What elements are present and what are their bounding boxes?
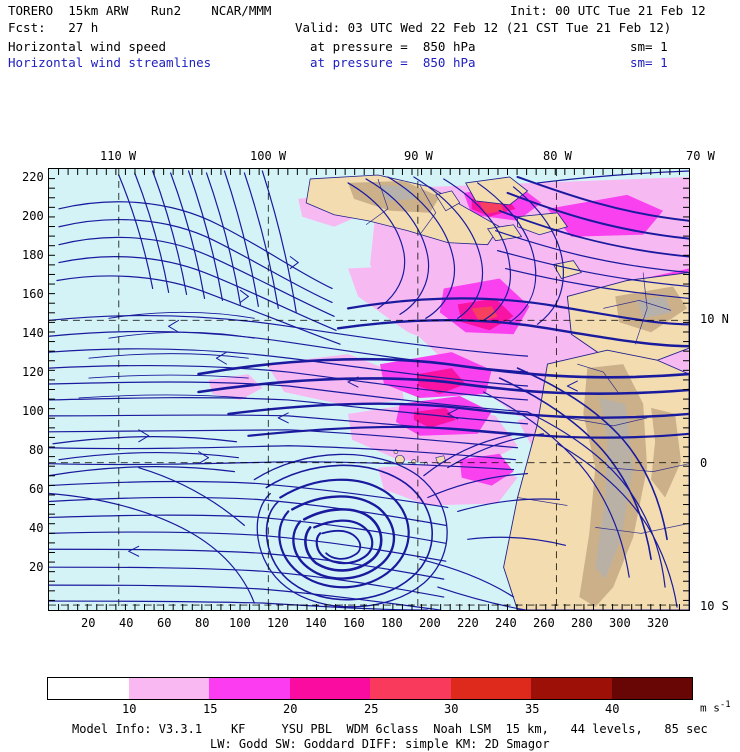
x-tick-300: 300 [609, 616, 631, 630]
model-info-line2: LW: Godd SW: Goddard DIFF: simple KM: 2D… [210, 737, 550, 751]
x-tick-40: 40 [119, 616, 134, 630]
map-plot-container: 110 W 100 W 90 W 80 W 70 W 10 N 0 10 S 2… [0, 145, 740, 630]
colorbar-tick-15: 15 [203, 702, 218, 716]
lat-label-10n: 10 N [700, 312, 729, 326]
y-tick-80: 80 [29, 443, 44, 457]
x-tick-20: 20 [81, 616, 96, 630]
colorbar-tick-40: 40 [605, 702, 620, 716]
x-tick-200: 200 [419, 616, 441, 630]
x-tick-160: 160 [343, 616, 365, 630]
x-tick-240: 240 [495, 616, 517, 630]
x-tick-320: 320 [647, 616, 669, 630]
lon-label-80w: 80 W [543, 149, 572, 163]
lon-label-110w: 110 W [100, 149, 137, 163]
x-tick-60: 60 [157, 616, 172, 630]
header-level-windspeed: at pressure = 850 hPa [310, 39, 476, 54]
colorbar-swatches[interactable] [47, 677, 693, 700]
lon-label-100w: 100 W [250, 149, 287, 163]
colorbar-band-5 [450, 678, 531, 699]
x-tick-180: 180 [381, 616, 403, 630]
colorbar-band-0 [48, 678, 129, 699]
colorbar-tick-30: 30 [444, 702, 459, 716]
colorbar-tick-20: 20 [283, 702, 298, 716]
y-tick-60: 60 [29, 482, 44, 496]
lon-label-70w: 70 W [686, 149, 715, 163]
header-field-windspeed: Horizontal wind speed [8, 39, 167, 54]
header-forecast-hour: Fcst: 27 h [8, 20, 99, 35]
header-sm-streamlines: sm= 1 [630, 55, 668, 70]
y-tick-180: 180 [22, 248, 44, 262]
colorbar-tick-25: 25 [364, 702, 379, 716]
map-layers [49, 169, 689, 610]
lat-label-0: 0 [700, 456, 708, 470]
lon-label-90w: 90 W [404, 149, 433, 163]
y-tick-100: 100 [22, 404, 44, 418]
colorbar-band-7 [611, 678, 692, 699]
colorbar-band-2 [209, 678, 290, 699]
header-level-streamlines: at pressure = 850 hPa [310, 55, 476, 70]
header-init-time: Init: 00 UTC Tue 21 Feb 12 [510, 3, 706, 18]
y-tick-40: 40 [29, 521, 44, 535]
x-tick-260: 260 [533, 616, 555, 630]
header-block: TORERO 15km ARW Run2 NCAR/MMM Init: 00 U… [0, 0, 740, 78]
y-tick-220: 220 [22, 170, 44, 184]
colorbar-band-6 [531, 678, 612, 699]
y-tick-20: 20 [29, 560, 44, 574]
colorbar-container: 10 15 20 25 30 35 40 m s-1 Model Info: V… [0, 660, 740, 751]
header-field-streamlines: Horizontal wind streamlines [8, 55, 212, 70]
colorbar-tick-10: 10 [122, 702, 137, 716]
header-sm-windspeed: sm= 1 [630, 39, 668, 54]
colorbar-band-4 [370, 678, 451, 699]
colorbar-units-exponent: -1 [719, 700, 731, 710]
colorbar-units-text: m s [700, 701, 720, 715]
colorbar-tick-35: 35 [525, 702, 540, 716]
latlon-grid-layer [49, 169, 689, 610]
y-tick-140: 140 [22, 326, 44, 340]
header-model-title: TORERO 15km ARW Run2 NCAR/MMM [8, 3, 272, 18]
header-valid-time: Valid: 03 UTC Wed 22 Feb 12 (21 CST Tue … [295, 20, 672, 35]
x-tick-80: 80 [195, 616, 210, 630]
colorbar-band-3 [289, 678, 370, 699]
lat-label-10s: 10 S [700, 599, 729, 613]
x-tick-220: 220 [457, 616, 479, 630]
colorbar-units-label: m s-1 [700, 700, 731, 715]
model-info-line1: Model Info: V3.3.1 KF YSU PBL WDM 6class… [72, 722, 708, 736]
x-tick-100: 100 [229, 616, 251, 630]
y-tick-200: 200 [22, 209, 44, 223]
frame-tick-marks [49, 169, 689, 610]
colorbar-band-1 [128, 678, 209, 699]
weather-map-canvas[interactable] [48, 168, 690, 611]
y-tick-120: 120 [22, 365, 44, 379]
x-tick-120: 120 [267, 616, 289, 630]
y-tick-160: 160 [22, 287, 44, 301]
map-svg [49, 169, 689, 610]
x-tick-280: 280 [571, 616, 593, 630]
x-tick-140: 140 [305, 616, 327, 630]
streamlines-layer [49, 170, 689, 610]
